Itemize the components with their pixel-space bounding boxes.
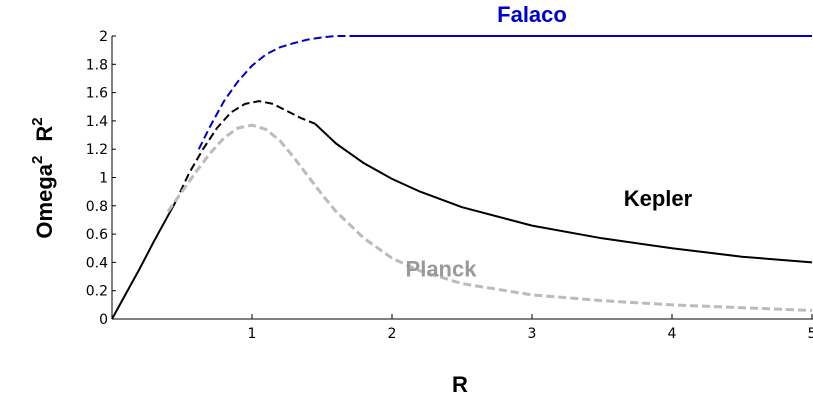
series-falaco <box>197 35 812 150</box>
y-tick-label: 1.6 <box>86 86 108 102</box>
series-kepler <box>111 100 813 320</box>
x-axis-title: R <box>452 372 468 397</box>
y-axis-title-omega: Omega <box>32 163 57 238</box>
series-line-kepler-solid <box>314 122 813 264</box>
y-tick-label: 0.6 <box>86 227 108 243</box>
x-tick-label: 1 <box>248 326 257 342</box>
x-tick-label: 4 <box>668 326 677 342</box>
series-label-planck: Planck <box>406 257 478 282</box>
series-group <box>111 35 813 320</box>
series-planck <box>166 123 813 312</box>
y-axis-title-omega-exp: 2 <box>29 156 46 164</box>
y-tick-label: 2 <box>99 29 108 45</box>
series-labels: Falaco Kepler Planck <box>406 2 693 282</box>
y-tick-label: 1.8 <box>86 57 108 73</box>
series-label-falaco: Falaco <box>497 2 567 27</box>
series-line-planck-dashed <box>166 123 813 312</box>
y-tick-label: 1.4 <box>86 114 108 130</box>
y-axis-title: Omega2R2 <box>29 117 57 238</box>
ticks: 0 0.2 0.4 0.6 0.8 1 1.2 1.4 1.6 1.8 2 1 2 3 4 5 <box>86 29 813 342</box>
series-line-falaco-dashed <box>197 35 350 150</box>
svg-text:Omega2R2: Omega2R2 <box>29 117 57 238</box>
series-label-kepler: Kepler <box>624 186 693 211</box>
series-line-kepler-solid <box>111 202 176 320</box>
y-tick-label: 0 <box>99 312 108 328</box>
series-line-kepler-dashed <box>174 100 316 204</box>
y-axis-title-r-exp: 2 <box>29 117 46 125</box>
x-tick-label: 3 <box>528 326 537 342</box>
y-tick-label: 0.8 <box>86 199 108 215</box>
y-tick-label: 0.2 <box>86 284 108 300</box>
y-tick-label: 1 <box>99 171 108 187</box>
x-tick-label: 5 <box>808 326 813 342</box>
y-tick-label: 0.4 <box>86 255 108 271</box>
y-axis-title-r: R <box>32 126 57 142</box>
y-tick-label: 1.2 <box>86 142 108 158</box>
x-tick-label: 2 <box>388 326 397 342</box>
